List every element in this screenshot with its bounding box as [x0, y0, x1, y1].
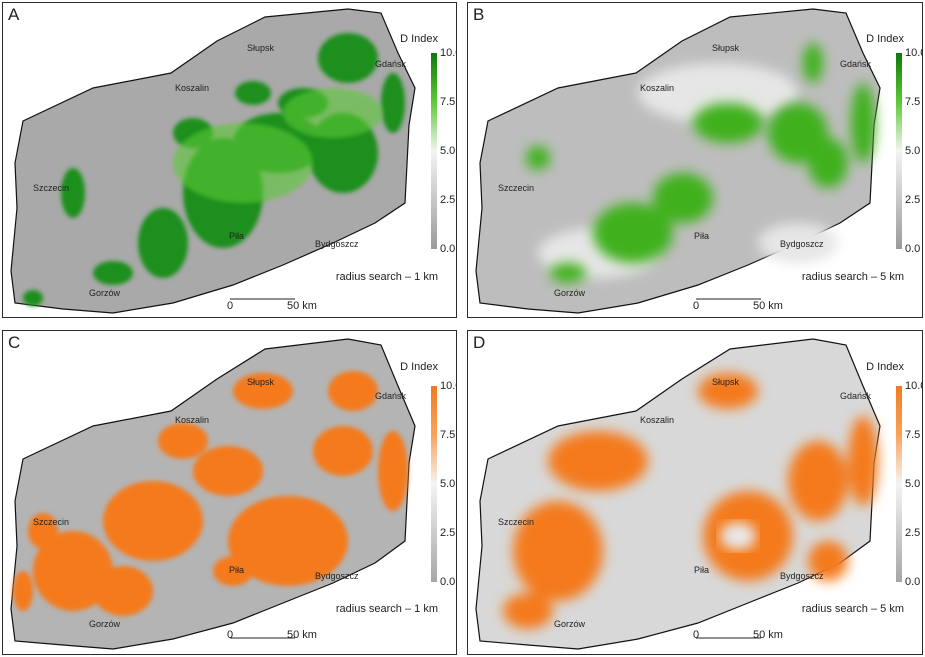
city-label-koszalin: Koszalin [175, 83, 210, 93]
region-map [475, 338, 902, 650]
legend-title: D Index [400, 33, 438, 45]
city-label-slupsk: Słupsk [247, 377, 275, 387]
legend-tick: 2.5 [905, 527, 921, 539]
radius-label: radius search – 1 km [335, 603, 438, 615]
radius-label: radius search – 5 km [801, 603, 904, 615]
radius-label: radius search – 1 km [335, 271, 438, 283]
scale-start: 0 [227, 300, 234, 312]
city-label-gdansk: Gdańsk [375, 391, 407, 401]
city-label-szczecin: Szczecin [498, 517, 535, 527]
city-label-gdansk: Gdańsk [840, 59, 872, 69]
legend-tick: 10.0 [440, 380, 456, 392]
city-label-gorzow: Gorzów [554, 288, 586, 298]
city-label-bydgoszcz: Bydgoszcz [315, 571, 359, 581]
region-map [475, 8, 902, 314]
legend-tick: 2.5 [440, 527, 456, 539]
city-label-pila: Piła [229, 231, 245, 241]
scale-end: 50 km [753, 300, 783, 312]
legend-tick: 0.0 [905, 576, 921, 588]
legend-tick: 7.5 [440, 96, 456, 108]
legend-title: D Index [400, 361, 438, 373]
city-label-pila: Piła [229, 565, 245, 575]
city-label-szczecin: Szczecin [33, 517, 70, 527]
region-map [10, 338, 437, 650]
city-label-slupsk: Słupsk [247, 43, 275, 53]
scale-start: 0 [693, 300, 700, 312]
panel-letter: D [473, 333, 486, 352]
radius-label: radius search – 5 km [801, 271, 904, 283]
city-label-koszalin: Koszalin [175, 415, 210, 425]
legend-tick: 0.0 [440, 243, 456, 255]
city-label-gdansk: Gdańsk [375, 59, 407, 69]
map-panel-b: B D Index 10.0 7.5 5.0 2.5 0.0 radius se… [467, 2, 923, 318]
legend-tick: 5.0 [905, 145, 921, 157]
city-label-pila: Piła [694, 231, 710, 241]
city-label-koszalin: Koszalin [640, 415, 675, 425]
region-map [10, 8, 437, 314]
city-label-bydgoszcz: Bydgoszcz [780, 571, 824, 581]
scale-end: 50 km [287, 300, 317, 312]
panel-letter: B [473, 5, 485, 24]
map-panel-a: A D Index 10.0 7.5 5.0 2.5 0.0 radius se… [2, 2, 457, 318]
legend-tick: 7.5 [905, 96, 921, 108]
legend-tick: 2.5 [440, 194, 456, 206]
city-label-szczecin: Szczecin [33, 183, 70, 193]
legend-tick: 10.0 [440, 47, 456, 59]
scale-end: 50 km [287, 629, 317, 641]
city-label-gorzow: Gorzów [554, 619, 586, 629]
legend-tick: 5.0 [440, 478, 456, 490]
city-label-slupsk: Słupsk [712, 377, 740, 387]
city-label-szczecin: Szczecin [498, 183, 535, 193]
scale-start: 0 [693, 629, 700, 641]
city-label-koszalin: Koszalin [640, 83, 675, 93]
legend-tick: 10.0 [905, 47, 922, 59]
map-panel-d: D D Index 10.0 7.5 5.0 2.5 0.0 radius se… [467, 330, 923, 655]
legend-tick: 2.5 [905, 194, 921, 206]
city-label-bydgoszcz: Bydgoszcz [315, 239, 359, 249]
city-label-gdansk: Gdańsk [840, 391, 872, 401]
legend-tick: 0.0 [905, 243, 921, 255]
city-label-bydgoszcz: Bydgoszcz [780, 239, 824, 249]
scale-start: 0 [227, 629, 234, 641]
panel-letter: A [8, 5, 20, 24]
legend-title: D Index [866, 33, 904, 45]
legend-tick: 5.0 [905, 478, 921, 490]
legend-title: D Index [866, 361, 904, 373]
legend-tick: 7.5 [440, 429, 456, 441]
city-label-gorzow: Gorzów [89, 619, 121, 629]
scale-end: 50 km [753, 629, 783, 641]
map-panel-c: C D Index 10.0 7.5 5.0 2.5 0.0 radius se… [2, 330, 457, 655]
panel-letter: C [8, 333, 21, 352]
legend-tick: 7.5 [905, 429, 921, 441]
city-label-pila: Piła [694, 565, 710, 575]
city-label-gorzow: Gorzów [89, 288, 121, 298]
legend-tick: 5.0 [440, 145, 456, 157]
legend-tick: 0.0 [440, 576, 456, 588]
legend-tick: 10.0 [905, 380, 922, 392]
city-label-slupsk: Słupsk [712, 43, 740, 53]
